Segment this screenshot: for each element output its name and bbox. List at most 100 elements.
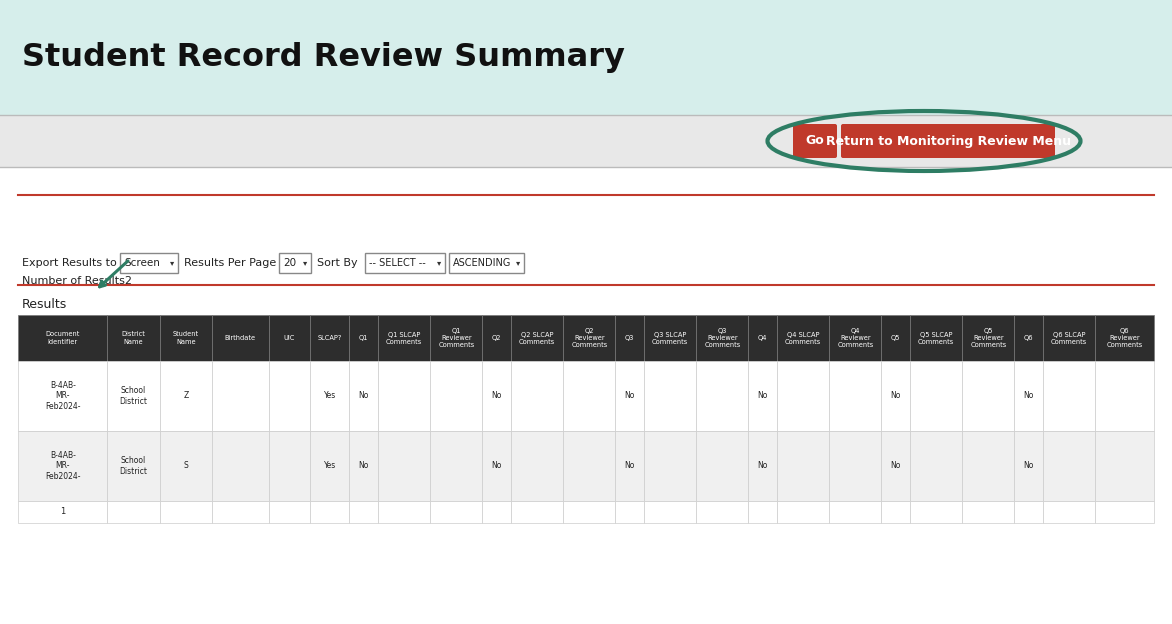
Text: B-4AB-
MR-
Feb2024-: B-4AB- MR- Feb2024- — [45, 381, 81, 411]
Bar — [18, 431, 108, 501]
Text: 20: 20 — [282, 258, 297, 268]
Text: Results Per Page: Results Per Page — [184, 258, 277, 268]
Bar — [377, 361, 430, 431]
Text: Number of Results2: Number of Results2 — [22, 276, 132, 286]
Bar — [0, 115, 1172, 167]
Bar — [909, 361, 962, 431]
Bar — [881, 315, 909, 361]
Text: ▾: ▾ — [170, 258, 173, 268]
Bar — [449, 253, 524, 273]
Bar — [909, 501, 962, 523]
Bar — [829, 361, 881, 431]
Bar — [349, 501, 377, 523]
Text: B-4AB-
MR-
Feb2024-: B-4AB- MR- Feb2024- — [45, 451, 81, 481]
Text: Q2
Reviewer
Comments: Q2 Reviewer Comments — [571, 328, 607, 348]
Bar — [511, 431, 563, 501]
Text: ▾: ▾ — [516, 258, 520, 268]
Text: Q1: Q1 — [359, 335, 368, 341]
Bar — [1015, 361, 1043, 431]
Bar — [696, 315, 749, 361]
Bar — [881, 431, 909, 501]
Bar — [377, 431, 430, 501]
Text: School
District: School District — [120, 386, 148, 406]
Text: Q5 SLCAP
Comments: Q5 SLCAP Comments — [918, 331, 954, 344]
Text: Q4
Reviewer
Comments: Q4 Reviewer Comments — [837, 328, 873, 348]
Bar — [777, 315, 829, 361]
Text: Q6: Q6 — [1024, 335, 1034, 341]
Bar — [18, 501, 108, 523]
Bar — [1015, 431, 1043, 501]
Bar — [1015, 501, 1043, 523]
Text: Q5
Reviewer
Comments: Q5 Reviewer Comments — [970, 328, 1007, 348]
Bar — [212, 431, 268, 501]
Bar — [749, 315, 777, 361]
Text: Birthdate: Birthdate — [225, 335, 255, 341]
Text: ▾: ▾ — [302, 258, 307, 268]
Text: School
District: School District — [120, 456, 148, 475]
Text: Go: Go — [805, 135, 824, 147]
Bar — [615, 361, 643, 431]
Bar — [696, 501, 749, 523]
Bar — [108, 361, 159, 431]
Bar — [643, 431, 696, 501]
FancyBboxPatch shape — [841, 124, 1055, 158]
Bar — [108, 315, 159, 361]
Bar — [749, 361, 777, 431]
Bar — [311, 431, 349, 501]
Text: No: No — [359, 391, 369, 401]
Text: No: No — [891, 462, 901, 470]
Bar — [159, 431, 212, 501]
Text: Q2: Q2 — [492, 335, 502, 341]
Bar — [159, 315, 212, 361]
Text: 1: 1 — [60, 507, 66, 517]
Bar — [377, 501, 430, 523]
Text: Sort By: Sort By — [316, 258, 357, 268]
Bar — [829, 315, 881, 361]
Bar — [364, 253, 445, 273]
Text: No: No — [491, 462, 502, 470]
Bar — [0, 0, 1172, 115]
Bar — [483, 361, 511, 431]
Bar — [268, 361, 311, 431]
Text: Q4: Q4 — [758, 335, 768, 341]
Bar — [268, 501, 311, 523]
Bar — [311, 315, 349, 361]
Bar — [777, 361, 829, 431]
Text: UIC: UIC — [284, 335, 295, 341]
Bar — [212, 315, 268, 361]
Bar — [1043, 431, 1095, 501]
Bar — [430, 315, 483, 361]
Bar — [643, 361, 696, 431]
Bar — [1095, 431, 1154, 501]
Bar — [962, 361, 1015, 431]
Bar — [511, 315, 563, 361]
Bar — [18, 361, 108, 431]
Text: Student Record Review Summary: Student Record Review Summary — [22, 42, 625, 73]
Text: No: No — [891, 391, 901, 401]
Text: Q3: Q3 — [625, 335, 634, 341]
Bar — [268, 431, 311, 501]
Bar — [962, 315, 1015, 361]
Bar — [120, 253, 178, 273]
Bar — [829, 501, 881, 523]
Text: Z: Z — [183, 391, 189, 401]
Text: Screen: Screen — [124, 258, 159, 268]
Text: No: No — [1023, 462, 1034, 470]
Bar — [563, 361, 615, 431]
Bar — [777, 501, 829, 523]
Text: Return to Monitoring Review Menu: Return to Monitoring Review Menu — [825, 135, 1070, 147]
Bar — [563, 315, 615, 361]
Text: Export Results to: Export Results to — [22, 258, 117, 268]
Bar — [430, 431, 483, 501]
Bar — [563, 501, 615, 523]
Text: Yes: Yes — [323, 462, 336, 470]
Text: Q5: Q5 — [891, 335, 900, 341]
Text: Q6 SLCAP
Comments: Q6 SLCAP Comments — [1051, 331, 1088, 344]
Text: No: No — [491, 391, 502, 401]
Bar — [643, 501, 696, 523]
Bar — [615, 315, 643, 361]
Bar — [1043, 361, 1095, 431]
Text: Q3 SLCAP
Comments: Q3 SLCAP Comments — [652, 331, 688, 344]
Bar — [696, 431, 749, 501]
Text: No: No — [625, 462, 635, 470]
